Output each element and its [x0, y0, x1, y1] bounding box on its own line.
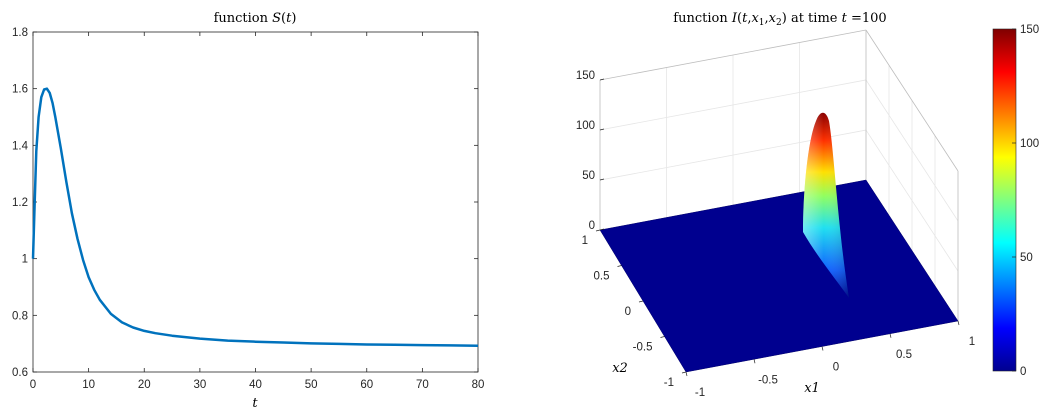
x2-tick-mark — [681, 371, 687, 374]
x2-tick-label: 1 — [582, 235, 588, 247]
colorbar-tick-label: 0 — [1020, 366, 1026, 378]
right-ticks: 0 50 100 150 1 0.5 0 -0.5 -1 -1 -0.5 0 0.5 1 — [576, 70, 975, 399]
left-x-ticks: 0 10 20 30 40 50 60 70 80 — [30, 32, 485, 391]
x1-tick-mark — [685, 371, 688, 377]
x2-tick-label: 0 — [625, 306, 631, 318]
colorbar-ticks: 0 50 100 150 — [1012, 24, 1039, 378]
x1-tick-mark — [753, 359, 756, 364]
x1-tick-mark — [821, 346, 824, 351]
x1-tick-label: -1 — [695, 387, 705, 399]
y-tick-label: 0.8 — [12, 310, 28, 322]
x1-tick-label: 0 — [833, 362, 839, 374]
z-tick-label: 100 — [576, 120, 595, 132]
x2-tick-mark — [638, 300, 644, 303]
x-tick-label: 20 — [138, 379, 151, 391]
z-tick-mark — [599, 228, 605, 231]
x1-tick-label: 1 — [969, 336, 975, 348]
colorbar-tick-label: 50 — [1020, 252, 1033, 264]
z-tick-label: 150 — [576, 70, 595, 82]
x1-tick-label: -0.5 — [758, 374, 778, 386]
left-plot-area — [32, 31, 479, 373]
series-line-S — [31, 87, 479, 347]
left-chart: function S(t) 0 10 20 30 40 50 60 70 80 0.6 0.8 1 1… — [12, 11, 484, 410]
right-chart-title: function I(t,x1,x2) at time t =100 — [673, 11, 886, 28]
colorbar — [992, 28, 1017, 372]
x-tick-label: 10 — [82, 379, 95, 391]
y-tick-label: 1.8 — [12, 27, 28, 39]
x2-tick-label: -1 — [664, 377, 674, 389]
x2-tick-label: -0.5 — [633, 342, 653, 354]
x2-tick-label: 0.5 — [594, 271, 610, 283]
left-x-axis-label: t — [252, 396, 258, 410]
y-tick-label: 0.6 — [12, 367, 28, 379]
x1-tick-mark — [957, 320, 960, 326]
x-tick-label: 60 — [360, 379, 373, 391]
x2-tick-mark — [660, 336, 665, 338]
x1-tick-label: 0.5 — [896, 349, 912, 361]
x2-tick-mark — [595, 229, 601, 232]
y-tick-label: 1.4 — [12, 140, 29, 152]
right-x1-axis-label: x1 — [804, 381, 820, 396]
colorbar-tick-label: 150 — [1020, 24, 1039, 36]
z-tick-mark — [599, 178, 605, 181]
x-tick-label: 80 — [472, 379, 485, 391]
box-grid — [599, 42, 959, 286]
surface-peak-shading — [803, 112, 849, 298]
left-chart-title: function S(t) — [214, 11, 297, 26]
surface-base — [599, 179, 959, 373]
grid-line-z — [865, 29, 959, 172]
x-tick-label: 50 — [305, 379, 318, 391]
z-tick-mark — [599, 78, 605, 81]
grid-line-z — [599, 29, 867, 81]
y-tick-label: 1 — [22, 254, 28, 266]
z-tick-mark — [599, 128, 605, 131]
colorbar-tick-label: 100 — [1020, 138, 1039, 150]
y-tick-label: 1.6 — [12, 84, 28, 96]
right-chart: function I(t,x1,x2) at time t =100 05010… — [576, 11, 1039, 399]
box-edges — [599, 29, 959, 321]
z-tick-label: 50 — [582, 170, 595, 182]
y-tick-label: 1.2 — [12, 197, 28, 209]
x1-tick-mark — [889, 333, 892, 338]
x-tick-label: 30 — [193, 379, 206, 391]
x-tick-label: 70 — [416, 379, 429, 391]
left-y-ticks: 0.6 0.8 1 1.2 1.4 1.6 1.8 — [12, 27, 478, 379]
x2-tick-mark — [617, 265, 622, 267]
right-x2-axis-label: x2 — [612, 361, 628, 376]
x-tick-label: 0 — [30, 379, 36, 391]
x-tick-label: 40 — [249, 379, 262, 391]
z-tick-label: 0 — [589, 220, 595, 232]
